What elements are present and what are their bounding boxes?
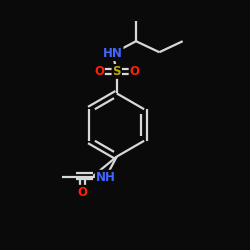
Text: O: O [94, 65, 104, 78]
Text: O: O [78, 186, 88, 199]
Text: HN: HN [103, 47, 122, 60]
Text: NH: NH [96, 171, 116, 184]
Text: O: O [130, 65, 140, 78]
Text: S: S [112, 65, 121, 78]
